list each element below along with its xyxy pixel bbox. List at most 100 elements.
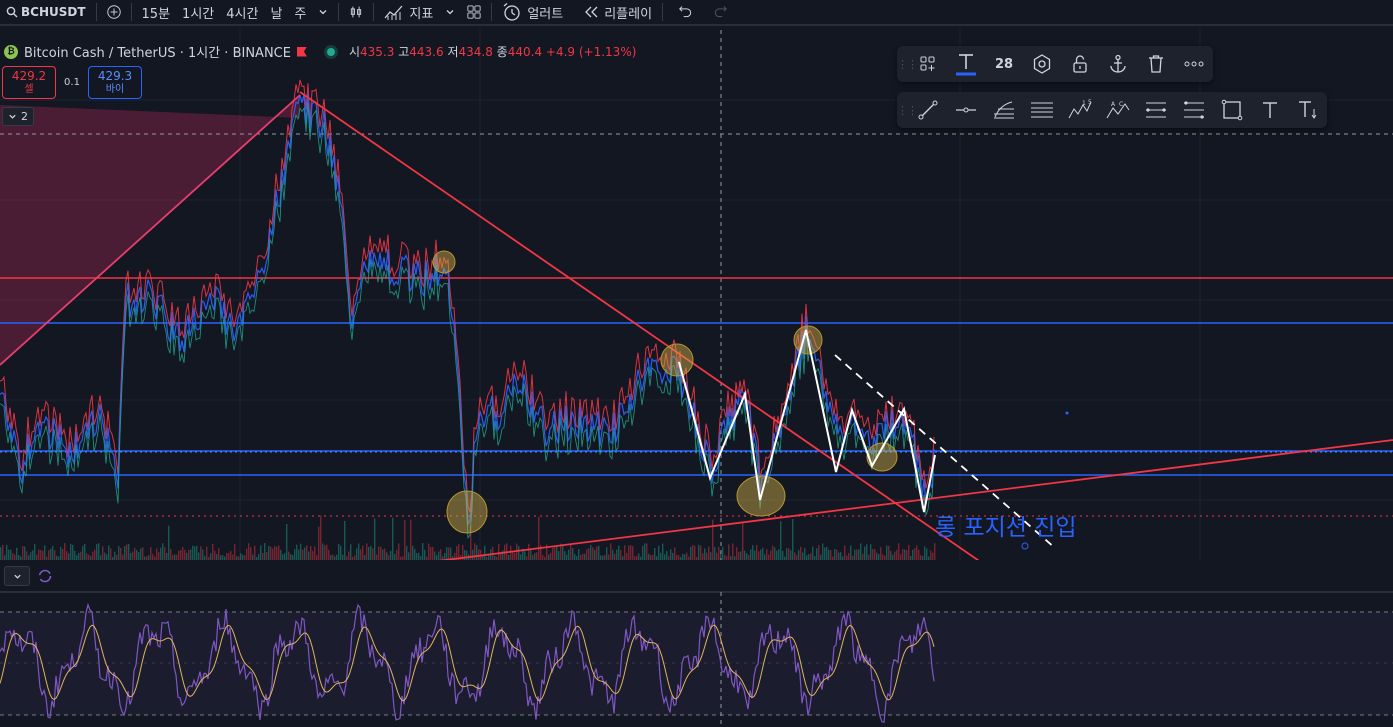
range2-tool[interactable] [1175,93,1213,127]
volume-bar [4,555,6,560]
annotation-text[interactable]: 롱 포지션 진입 [935,515,1077,541]
volume-bar [164,546,166,560]
volume-bar [76,555,78,560]
redo-icon [714,6,727,18]
volume-bar [892,554,894,560]
volume-bar [816,548,818,560]
volume-bar [914,548,916,560]
redo-button[interactable] [707,0,733,25]
price-chart[interactable] [0,28,1393,560]
range-tool[interactable] [1137,93,1175,127]
volume-bar [464,550,466,560]
volume-bar [508,554,510,560]
drag-handle[interactable]: ⋮⋮ [897,57,918,71]
volume-bar [156,548,158,560]
volume-bar [416,553,418,560]
bitcoin-cash-icon: ₿ [4,44,18,59]
replay-button[interactable]: 리플레이 [577,0,658,25]
indicators-button[interactable]: 지표 [378,0,439,25]
oscillator-collapse-button[interactable] [4,566,30,586]
volume-bar [724,554,726,560]
volume-bar [220,555,222,560]
timeframe-week[interactable]: 주 [294,6,307,22]
horizontal-ray-tool[interactable] [947,93,985,127]
volume-bar [456,546,458,560]
more-button[interactable] [1175,47,1213,81]
volume-bar [808,554,810,560]
trend-line-dashed[interactable] [834,354,1056,549]
symbol-search[interactable]: BCHUSDT [0,0,92,25]
sell-button[interactable]: 429.2 셀 [2,66,56,99]
volume-bar [846,555,848,560]
trend-line-tool[interactable] [909,93,947,127]
trend-line-falling[interactable] [299,91,985,560]
volume-bar [332,554,334,560]
trend-line-support[interactable] [430,439,1393,560]
volume-bar [358,543,360,560]
volume-bar [778,549,780,560]
volume-bar [538,516,540,560]
templates-button[interactable] [909,47,947,81]
volume-bar [258,553,260,560]
indicators-dropdown[interactable] [439,0,461,25]
volume-bar [626,552,628,560]
timeframe-1h[interactable]: 1시간 [182,6,215,22]
volume-bar [204,556,206,560]
undo-button[interactable] [673,0,699,25]
volume-bar [96,544,98,560]
timeframe-4h[interactable]: 4시간 [226,6,259,22]
anchor-button[interactable] [1099,47,1137,81]
chart-title[interactable]: Bitcoin Cash / TetherUS · 1시간 · BINANCE [24,46,291,61]
buy-button[interactable]: 429.3 바이 [88,66,142,99]
text-style-button[interactable] [947,47,985,81]
volume-bar [122,554,124,560]
alert-button[interactable]: 얼러트 [496,0,569,25]
volume-bar [266,552,268,560]
volume-bar [850,545,852,560]
volume-bar [368,546,370,560]
drag-handle[interactable]: ⋮⋮ [897,103,918,117]
volume-bar [802,552,804,560]
delete-button[interactable] [1137,47,1175,81]
font-size-button[interactable]: 28 [994,56,1014,72]
trend-line-rising[interactable] [0,94,301,366]
volume-bar [270,546,272,560]
volume-bar [620,549,622,560]
chart-type-button[interactable] [343,0,369,25]
volume-bar [284,553,286,560]
volume-bar [230,550,232,560]
volume-bar [664,554,666,560]
rectangle-tool[interactable] [1213,93,1251,127]
volume-bar [52,545,54,560]
indicators-collapse-button[interactable]: 2 [2,107,34,126]
fib-tool[interactable] [985,93,1023,127]
volume-bar [918,549,920,560]
volume-bar [434,551,436,560]
volume-bar [44,545,46,560]
add-symbol-button[interactable] [101,0,127,25]
top-toolbar: BCHUSDT 15분 1시간 4시간 날 주 지표 얼러트 리플레이 [0,0,1393,26]
volume-bar [788,548,790,560]
text-tool[interactable] [1251,93,1289,127]
flag-icon[interactable] [296,46,307,57]
text-anchor-tool[interactable] [1289,93,1327,127]
timeframe-15m[interactable]: 15분 [141,6,171,22]
parallel-channel-tool[interactable] [1023,93,1061,127]
timeframe-day[interactable]: 날 [270,6,283,22]
volume-bar [56,555,58,560]
oscillator-chart[interactable] [0,590,1393,727]
volume-bar [726,556,728,560]
separator [662,3,664,21]
close-value: 440.4 [507,45,543,59]
volume-bar [432,546,434,560]
timeframe-dropdown[interactable] [312,0,334,25]
zigzag-pattern[interactable] [678,329,936,513]
lock-button[interactable] [1061,47,1099,81]
refresh-button[interactable] [36,567,54,585]
volume-bar [698,544,700,560]
layout-button[interactable] [461,0,487,25]
volume-bar [320,515,322,560]
settings-button[interactable] [1023,47,1061,81]
